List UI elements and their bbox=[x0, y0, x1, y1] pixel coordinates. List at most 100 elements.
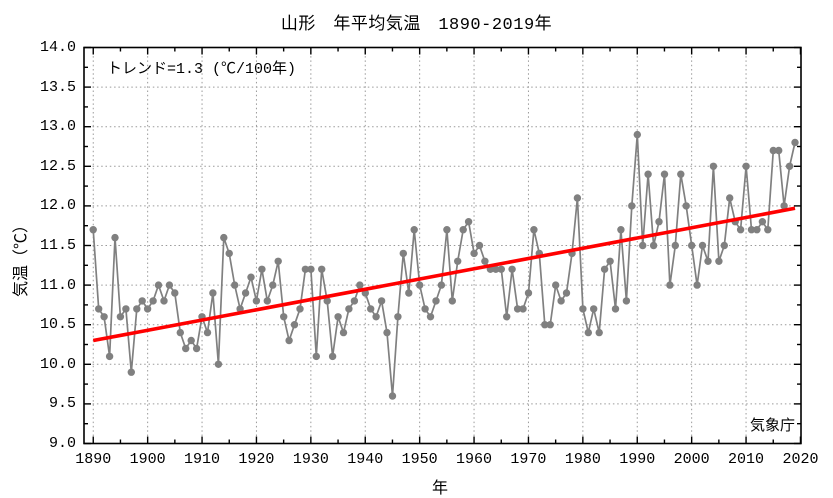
data-point-2012 bbox=[753, 226, 761, 234]
data-point-1999 bbox=[682, 202, 690, 210]
data-point-1905 bbox=[171, 289, 179, 297]
data-point-1956 bbox=[448, 297, 456, 305]
trend-annotation: トレンド=1.3 (℃/100年) bbox=[107, 61, 297, 78]
x-tick-label-1940: 1940 bbox=[347, 450, 384, 468]
data-point-2011 bbox=[747, 226, 756, 234]
data-point-1928 bbox=[296, 305, 304, 313]
plot-frame bbox=[83, 46, 802, 445]
data-point-1927 bbox=[290, 321, 299, 329]
data-point-1937 bbox=[345, 305, 353, 313]
data-point-1904 bbox=[165, 281, 174, 289]
x-tick-label-1980: 1980 bbox=[564, 450, 601, 468]
data-point-1912 bbox=[209, 289, 217, 297]
data-point-1890 bbox=[89, 226, 97, 234]
data-point-2002 bbox=[698, 241, 707, 250]
x-tick-label-1960: 1960 bbox=[456, 450, 493, 468]
data-point-1986 bbox=[611, 305, 620, 313]
data-point-1943 bbox=[377, 297, 386, 305]
data-point-1921 bbox=[258, 265, 266, 273]
data-point-1922 bbox=[263, 297, 271, 305]
data-point-1893 bbox=[105, 352, 114, 361]
source-attribution: 気象庁 bbox=[749, 418, 795, 435]
data-point-1967 bbox=[508, 265, 516, 273]
data-point-1964 bbox=[492, 265, 500, 273]
x-tick-label-2000: 2000 bbox=[673, 450, 710, 468]
data-point-2009 bbox=[736, 226, 745, 234]
data-point-1924 bbox=[274, 257, 282, 265]
data-point-2015 bbox=[769, 146, 777, 155]
data-point-1930 bbox=[307, 265, 315, 273]
data-point-1915 bbox=[225, 249, 233, 258]
x-tick-label-2020: 2020 bbox=[782, 450, 819, 468]
data-point-1932 bbox=[318, 265, 326, 273]
data-point-1906 bbox=[176, 328, 184, 337]
data-point-1945 bbox=[388, 392, 397, 400]
data-point-1975 bbox=[552, 281, 560, 289]
data-point-2003 bbox=[704, 257, 712, 265]
data-point-1960 bbox=[470, 249, 478, 258]
data-point-1941 bbox=[367, 305, 375, 313]
data-point-1946 bbox=[394, 313, 402, 321]
data-point-1977 bbox=[562, 289, 571, 297]
data-point-1983 bbox=[595, 328, 603, 337]
data-point-1995 bbox=[660, 170, 669, 178]
data-point-1961 bbox=[475, 241, 484, 250]
data-point-1949 bbox=[410, 226, 418, 234]
data-point-1897 bbox=[127, 368, 135, 376]
data-point-1913 bbox=[214, 360, 223, 368]
data-point-1948 bbox=[405, 289, 413, 297]
data-point-1926 bbox=[285, 336, 293, 345]
data-point-2004 bbox=[709, 162, 718, 170]
data-point-1918 bbox=[241, 289, 250, 297]
data-point-1892 bbox=[100, 313, 108, 321]
data-point-1895 bbox=[116, 313, 125, 321]
data-point-1919 bbox=[247, 273, 255, 281]
data-point-2006 bbox=[720, 241, 728, 250]
x-tick-label-1930: 1930 bbox=[292, 450, 329, 468]
data-point-2019 bbox=[791, 138, 799, 147]
data-point-2013 bbox=[758, 218, 767, 226]
data-point-1907 bbox=[182, 344, 190, 353]
data-point-1931 bbox=[312, 352, 320, 361]
data-point-1953 bbox=[432, 297, 440, 305]
data-point-1982 bbox=[590, 305, 598, 313]
data-point-2014 bbox=[764, 226, 772, 234]
data-point-1996 bbox=[666, 281, 674, 289]
data-point-1950 bbox=[416, 281, 424, 289]
data-point-1969 bbox=[519, 305, 527, 313]
data-point-1954 bbox=[437, 281, 446, 289]
data-point-1952 bbox=[426, 313, 435, 321]
data-point-2001 bbox=[693, 281, 701, 289]
data-point-1962 bbox=[481, 257, 489, 265]
annual-temperature-line bbox=[92, 134, 796, 397]
data-point-1955 bbox=[443, 226, 451, 234]
data-point-1965 bbox=[497, 265, 505, 273]
y-tick-label-9: 9.0 bbox=[48, 435, 76, 452]
data-point-1942 bbox=[372, 313, 380, 321]
data-point-1973 bbox=[541, 321, 549, 329]
data-point-1988 bbox=[622, 297, 631, 305]
data-point-1894 bbox=[111, 233, 119, 242]
data-point-2018 bbox=[785, 162, 794, 170]
data-point-1900 bbox=[143, 305, 152, 313]
x-tick-label-1990: 1990 bbox=[619, 450, 656, 468]
data-point-1914 bbox=[220, 233, 228, 242]
data-point-2005 bbox=[715, 257, 723, 265]
data-point-1966 bbox=[503, 313, 511, 321]
data-point-1902 bbox=[154, 281, 163, 289]
data-point-2000 bbox=[688, 241, 696, 250]
data-point-1992 bbox=[644, 170, 652, 178]
data-point-1939 bbox=[356, 281, 364, 289]
data-point-1935 bbox=[334, 313, 342, 321]
data-point-2017 bbox=[780, 202, 788, 210]
trend-line bbox=[92, 206, 796, 343]
data-point-1891 bbox=[95, 305, 103, 313]
data-point-1959 bbox=[464, 218, 473, 226]
data-point-1989 bbox=[628, 202, 636, 210]
data-point-1938 bbox=[350, 297, 359, 305]
data-point-1899 bbox=[138, 297, 146, 305]
data-point-1976 bbox=[557, 297, 565, 305]
data-point-1933 bbox=[323, 297, 331, 305]
x-axis-label: 年 bbox=[431, 480, 448, 498]
